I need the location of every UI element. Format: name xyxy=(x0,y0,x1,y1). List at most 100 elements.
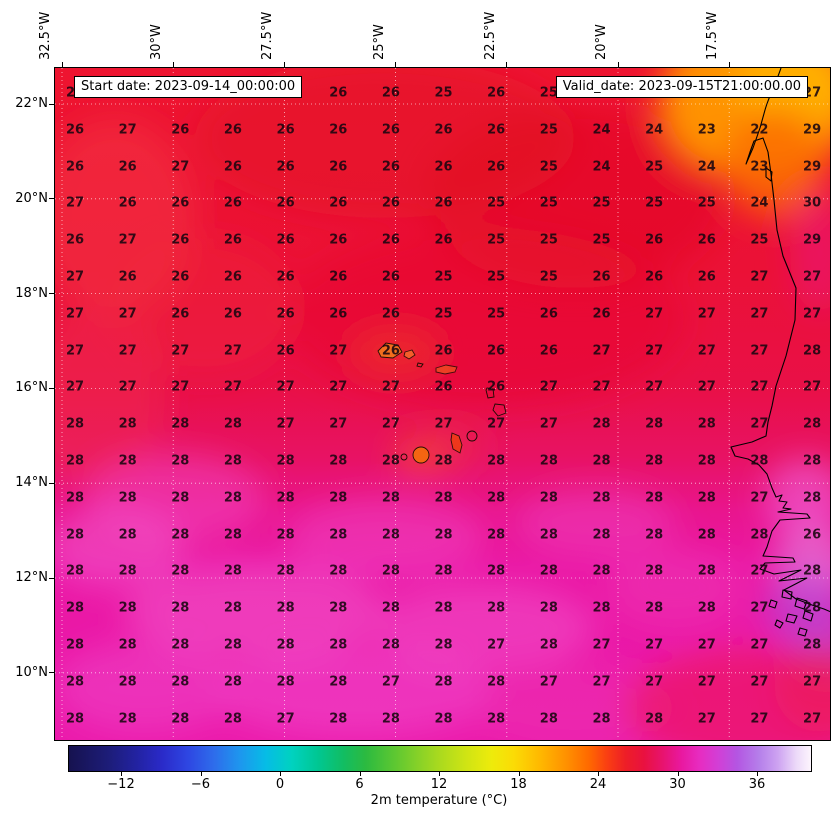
temp-value: 24 xyxy=(750,195,769,211)
temp-value: 27 xyxy=(381,416,400,432)
temp-value: 25 xyxy=(539,195,558,211)
lon-tick-mark xyxy=(506,62,508,67)
temp-value: 26 xyxy=(487,343,506,359)
temp-value: 30 xyxy=(803,195,822,211)
lon-tick-mark xyxy=(61,62,63,67)
temp-value: 28 xyxy=(487,711,506,727)
temp-value: 27 xyxy=(487,416,506,432)
temp-value: 28 xyxy=(118,637,137,653)
temp-value: 28 xyxy=(697,527,716,543)
temp-value: 27 xyxy=(645,306,664,322)
temp-value: 28 xyxy=(65,453,85,469)
temp-value: 28 xyxy=(381,490,400,506)
lon-tick-label: 27.5°W xyxy=(260,11,276,60)
temp-value: 27 xyxy=(592,343,611,359)
temp-value: 28 xyxy=(592,600,611,616)
temp-value: 26 xyxy=(592,269,611,285)
temp-value: 26 xyxy=(223,269,242,285)
temp-value: 26 xyxy=(539,306,558,322)
temp-value: 25 xyxy=(539,269,558,285)
lat-tick-label: 18°N xyxy=(15,285,48,301)
colorbar-tick-mark xyxy=(439,772,440,776)
temp-value: 25 xyxy=(434,306,453,322)
temp-value: 28 xyxy=(434,600,453,616)
temp-value: 26 xyxy=(697,232,716,248)
colorbar-ticks: −12 −6 0 6 12 18 24 30 36 xyxy=(68,772,810,796)
colorbar-tick-mark xyxy=(280,772,281,776)
graticule-gridlines xyxy=(55,68,830,740)
temp-value: 27 xyxy=(697,306,716,322)
temp-value: 28 xyxy=(118,490,137,506)
temp-value: 27 xyxy=(803,379,822,395)
temp-value: 27 xyxy=(223,379,242,395)
lat-tick-label: 12°N xyxy=(15,570,48,585)
temp-value: 28 xyxy=(645,600,664,616)
lat-tick-label: 10°N xyxy=(15,664,48,680)
temp-value: 26 xyxy=(645,232,664,248)
temp-value: 28 xyxy=(592,416,611,432)
temp-value: 28 xyxy=(592,490,611,506)
temp-value: 28 xyxy=(329,674,348,690)
temp-value: 28 xyxy=(276,637,295,653)
start-date-label: Start date: 2023-09-14_00:00:00 xyxy=(81,79,296,94)
temp-value: 26 xyxy=(223,195,242,211)
temp-value: 28 xyxy=(434,563,453,579)
temp-value: 26 xyxy=(223,122,242,138)
temp-value: 28 xyxy=(171,527,190,543)
temp-value: 27 xyxy=(750,379,769,395)
lat-tick-mark xyxy=(49,198,54,200)
lon-tick-label: 20°W xyxy=(594,24,609,60)
temp-value: 26 xyxy=(65,122,85,138)
temp-value: 27 xyxy=(434,416,453,432)
temp-value: 27 xyxy=(750,416,769,432)
temp-value: 26 xyxy=(487,159,506,175)
temp-value: 28 xyxy=(803,563,822,579)
temp-value: 26 xyxy=(329,159,348,175)
temp-value: 28 xyxy=(803,416,822,432)
temp-value: 26 xyxy=(381,195,400,211)
temp-value: 28 xyxy=(434,637,453,653)
lat-tick-mark xyxy=(49,672,54,674)
temp-value: 28 xyxy=(329,711,348,727)
temp-value: 25 xyxy=(434,269,453,285)
temp-value: 27 xyxy=(171,379,190,395)
temp-value: 28 xyxy=(645,490,664,506)
temp-value: 27 xyxy=(592,674,611,690)
temp-value: 29 xyxy=(803,122,822,138)
temp-value: 28 xyxy=(539,490,558,506)
temp-value: 28 xyxy=(381,453,400,469)
lat-tick-mark xyxy=(49,103,54,105)
colorbar-tick-label: 24 xyxy=(589,777,607,792)
temp-value: 26 xyxy=(592,306,611,322)
temp-value: 26 xyxy=(276,269,295,285)
temp-value: 28 xyxy=(223,490,242,506)
lat-tick-mark xyxy=(49,293,54,295)
temp-value: 26 xyxy=(487,122,506,138)
temp-value: 26 xyxy=(803,527,822,543)
temp-value: 28 xyxy=(171,600,190,616)
temp-value: 25 xyxy=(487,195,506,211)
lon-tick-mark xyxy=(283,62,285,67)
temp-value: 28 xyxy=(329,490,348,506)
temp-value: 28 xyxy=(434,527,453,543)
lat-tick-label: 16°N xyxy=(15,380,48,396)
colorbar-tick-label: 6 xyxy=(355,777,364,792)
temp-value: 26 xyxy=(171,195,190,211)
temp-value: 26 xyxy=(381,269,400,285)
temp-value: 26 xyxy=(276,232,295,248)
temp-value: 27 xyxy=(171,343,190,359)
temp-value: 28 xyxy=(592,563,611,579)
temp-value: 22 xyxy=(750,122,769,138)
lon-tick-label: 25°W xyxy=(371,24,387,60)
temp-value: 28 xyxy=(329,453,348,469)
temp-value: 28 xyxy=(171,453,190,469)
temp-value: 28 xyxy=(381,563,400,579)
temp-value: 28 xyxy=(223,637,242,653)
colorbar-tick-mark xyxy=(757,772,758,776)
lon-tick-label: 32.5°W xyxy=(38,11,53,60)
temp-value: 28 xyxy=(118,600,137,616)
lat-tick-mark xyxy=(49,577,54,579)
temp-value: 27 xyxy=(118,122,137,138)
temp-value: 28 xyxy=(539,600,558,616)
temp-value: 28 xyxy=(592,453,611,469)
